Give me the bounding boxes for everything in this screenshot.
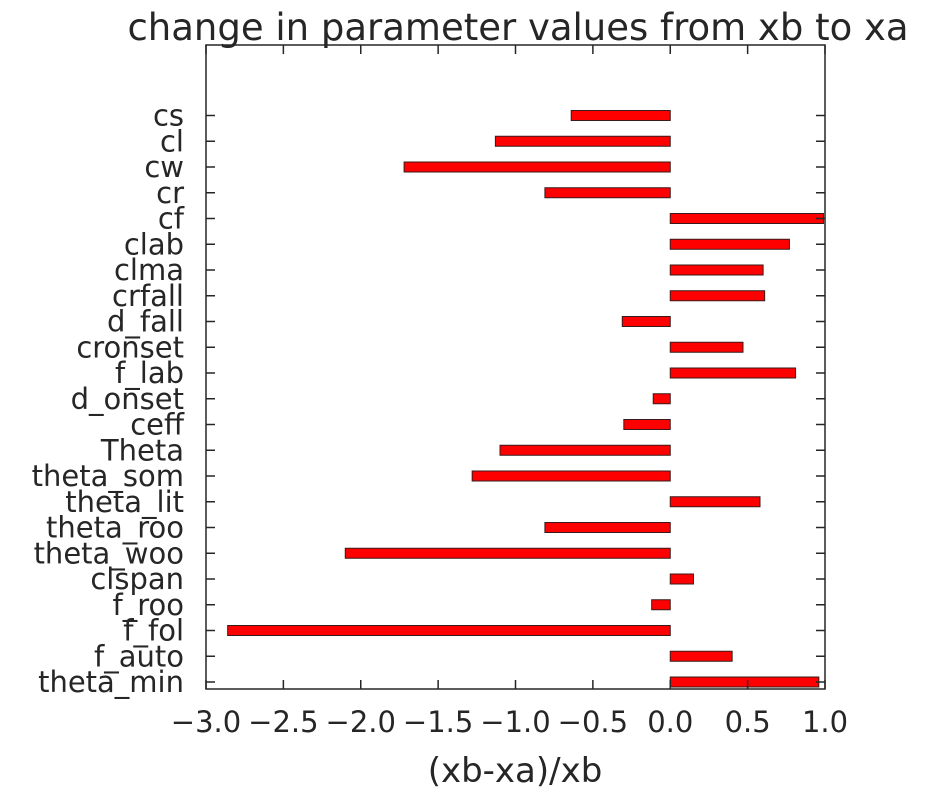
x-tick-label: −1.5 [403, 705, 473, 739]
bar-theta_lit [669, 496, 761, 508]
y-tick-label: theta_som [32, 459, 184, 493]
y-ticks-group: theta_minf_autof_folf_rooclspantheta_woo… [32, 99, 825, 699]
y-tick-label: f_auto [94, 639, 184, 673]
bar-d_fall [621, 316, 671, 327]
bar-ceff [623, 419, 671, 430]
x-tick-label: −3.0 [171, 705, 241, 739]
x-axis-label: (xb-xa)/xb [428, 751, 603, 791]
bar-theta_woo [344, 547, 671, 559]
x-tick-label: −2.5 [248, 705, 318, 739]
bar-f_roo [651, 599, 671, 611]
bar-cs [570, 110, 671, 121]
y-tick-label: cf [158, 202, 185, 236]
bar-theta_min [669, 676, 820, 688]
bar-clspan [669, 573, 694, 585]
bar-d_onset [652, 393, 671, 405]
x-tick-label: −0.5 [558, 705, 628, 739]
bars-group [227, 110, 824, 688]
bar-f_fol [227, 625, 671, 636]
y-tick-label: cronset [76, 330, 184, 364]
chart-title: change in parameter values from xb to xa [127, 6, 908, 49]
y-tick-label: f_lab [115, 356, 184, 390]
y-tick-label: f_roo [113, 588, 184, 622]
y-tick-label: Theta [100, 433, 184, 467]
bar-theta_som [471, 470, 671, 482]
y-tick-label: theta_min [38, 665, 184, 699]
x-tick-label: 0.0 [647, 705, 693, 739]
y-tick-label: cs [153, 99, 184, 133]
bar-clab [669, 238, 790, 250]
x-tick-label: −2.0 [326, 705, 396, 739]
bar-theta_roo [544, 522, 671, 533]
y-tick-label: theta_woo [34, 536, 184, 570]
bar-crfall [669, 290, 766, 302]
bar-cl [494, 135, 671, 147]
bar-cf [669, 213, 824, 224]
bar-f_auto [669, 650, 733, 662]
y-tick-label: ceff [130, 408, 185, 442]
bar-Theta [499, 444, 671, 456]
y-tick-label: theta_roo [46, 511, 184, 545]
bar-cw [403, 161, 671, 173]
x-tick-label: −1.0 [480, 705, 550, 739]
bar-f_lab [669, 367, 797, 379]
y-tick-label: clspan [90, 562, 184, 596]
x-ticks-group: −3.0 −2.5 −2.0 −1.5 −1.0 −0.5 0.0 0.5 1.0 [171, 45, 848, 739]
x-tick-label: 1.0 [802, 705, 848, 739]
bar-cr [544, 187, 671, 199]
y-tick-label: cr [156, 176, 184, 210]
y-tick-label: crfall [112, 279, 184, 313]
y-tick-label: clab [124, 227, 184, 261]
y-tick-label: f_fol [123, 614, 184, 648]
bar-clma [669, 264, 764, 276]
y-tick-label: d_onset [71, 382, 184, 416]
y-tick-label: cw [144, 150, 184, 184]
bar-cronset [669, 341, 744, 353]
y-tick-label: cl [160, 124, 184, 158]
y-tick-label: theta_lit [65, 485, 184, 519]
y-tick-label: clma [114, 253, 184, 287]
y-tick-label: d_fall [107, 305, 184, 339]
x-tick-label: 0.5 [725, 705, 771, 739]
